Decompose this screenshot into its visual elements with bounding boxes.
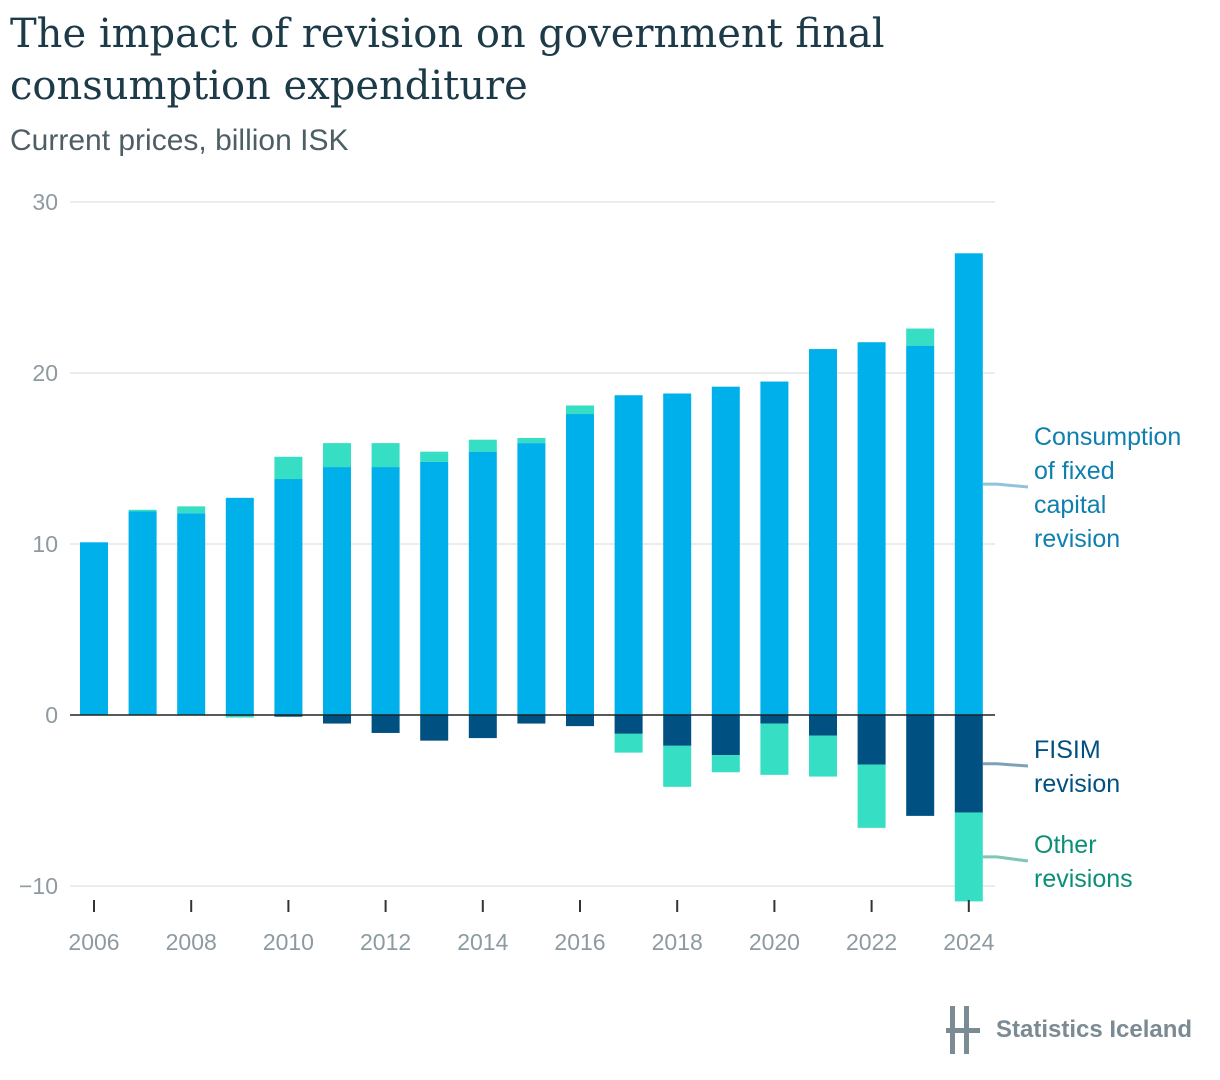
legend-label-line: Consumption [1034,423,1181,451]
axes: −10 0 10 20 30 2006 2008 2010 2012 2014 2016 2018 20… [19,189,995,955]
bar-cfc-2017 [614,395,643,715]
bar-cfc-2008 [177,513,206,715]
bar-cfc-2021 [809,349,837,715]
y-tick-label: 0 [45,702,58,728]
bar-fisim-2023 [906,715,935,816]
x-tick-label: 2016 [554,929,605,955]
bar-fisim-2010 [274,715,303,717]
x-tick-label: 2010 [263,929,314,955]
bar-cfc-2022 [857,342,886,715]
bar-fisim-2013 [420,715,449,741]
bar-fisim-2022 [857,715,886,765]
bar-fisim-2015 [517,715,546,724]
y-tick-label: 10 [32,531,58,557]
bar-other-2017 [614,733,643,753]
x-tick-label: 2014 [457,929,508,955]
legend-label-line: Other [1034,831,1097,859]
bar-fisim-2019 [711,715,740,756]
bar-cfc-2009 [225,497,254,715]
bar-cfc-2010 [274,479,303,715]
bar-cfc-2013 [420,461,449,715]
bar-other-2007 [128,509,157,512]
x-tick-label: 2008 [166,929,217,955]
grid-lines [70,201,995,887]
bar-other-2010 [274,456,303,480]
bar-other-2011 [323,443,351,468]
bar-other-2009 [225,715,254,718]
legend-connector-fisim [982,762,1029,768]
bar-cfc-2016 [566,414,594,715]
bar-cfc-2018 [663,393,692,715]
bar-fisim-2020 [760,715,789,724]
statistics-iceland-logo-icon [946,1006,980,1054]
legend-connector-cfc [982,482,1029,489]
bar-fisim-2017 [614,715,643,734]
x-tick-label: 2006 [68,929,119,955]
bar-fisim-2011 [323,715,351,724]
bar-cfc-2014 [468,451,497,715]
x-tick-label: 2018 [652,929,703,955]
bar-fisim-2024 [954,715,983,813]
stacked-bar-chart: −10 0 10 20 30 2006 2008 2010 2012 2014 2016 2018 20… [19,189,1181,955]
bar-other-2012 [371,443,400,468]
bar-other-2020 [760,723,789,775]
legend-label-other: Other revisions [1034,831,1133,893]
x-tick-label: 2012 [360,929,411,955]
bar-cfc-2023 [906,345,935,715]
bar-cfc-2007 [128,511,157,715]
bar-cfc-2024 [954,253,983,716]
statistics-iceland-logo: Statistics Iceland [944,1004,1214,1056]
bar-other-2015 [517,437,546,444]
bar-other-2024 [954,812,983,902]
x-tick-label: 2024 [943,929,994,955]
x-tick-label: 2020 [749,929,800,955]
bar-other-2008 [177,506,206,514]
bar-fisim-2014 [468,715,497,739]
chart-subtitle: Current prices, billion ISK [10,124,349,157]
bar-cfc-2019 [711,386,740,715]
bar-other-2016 [566,405,594,415]
bar-fisim-2021 [809,715,837,736]
legend-label-line: revision [1034,770,1120,798]
logo-text: Statistics Iceland [996,1016,1193,1043]
legend-connector-other [982,855,1029,863]
bar-other-2013 [420,451,449,462]
bar-cfc-2020 [760,381,789,715]
bar-other-2014 [468,439,497,452]
bars [80,253,983,902]
y-tick-label: 20 [32,360,58,386]
x-tick-label: 2022 [846,929,897,955]
bar-other-2018 [663,745,692,787]
bar-other-2019 [711,755,740,773]
y-tick-label: −10 [19,873,58,899]
bar-other-2022 [857,764,886,828]
bar-cfc-2012 [371,467,400,715]
legend-label-line: capital [1034,491,1106,519]
bar-other-2023 [906,328,935,346]
bar-fisim-2012 [371,715,400,733]
legend-label-line: revision [1034,525,1120,553]
bar-cfc-2015 [517,443,546,715]
legend-label-line: FISIM [1034,736,1101,764]
legend-label-cfc: Consumption of fixed capital revision [1034,423,1181,553]
bar-cfc-2011 [323,467,351,715]
chart-title: The impact of revision on government fin… [10,11,885,109]
legend-label-line: revisions [1034,865,1133,893]
legend-label-line: of fixed [1034,457,1115,485]
legend-label-fisim: FISIM revision [1034,736,1120,798]
bar-fisim-2018 [663,715,692,746]
legend: Consumption of fixed capital revision FISIM r… [982,423,1181,893]
bar-cfc-2006 [80,542,108,715]
y-tick-label: 30 [32,189,58,215]
bar-fisim-2016 [566,715,594,727]
bar-other-2021 [809,735,837,777]
